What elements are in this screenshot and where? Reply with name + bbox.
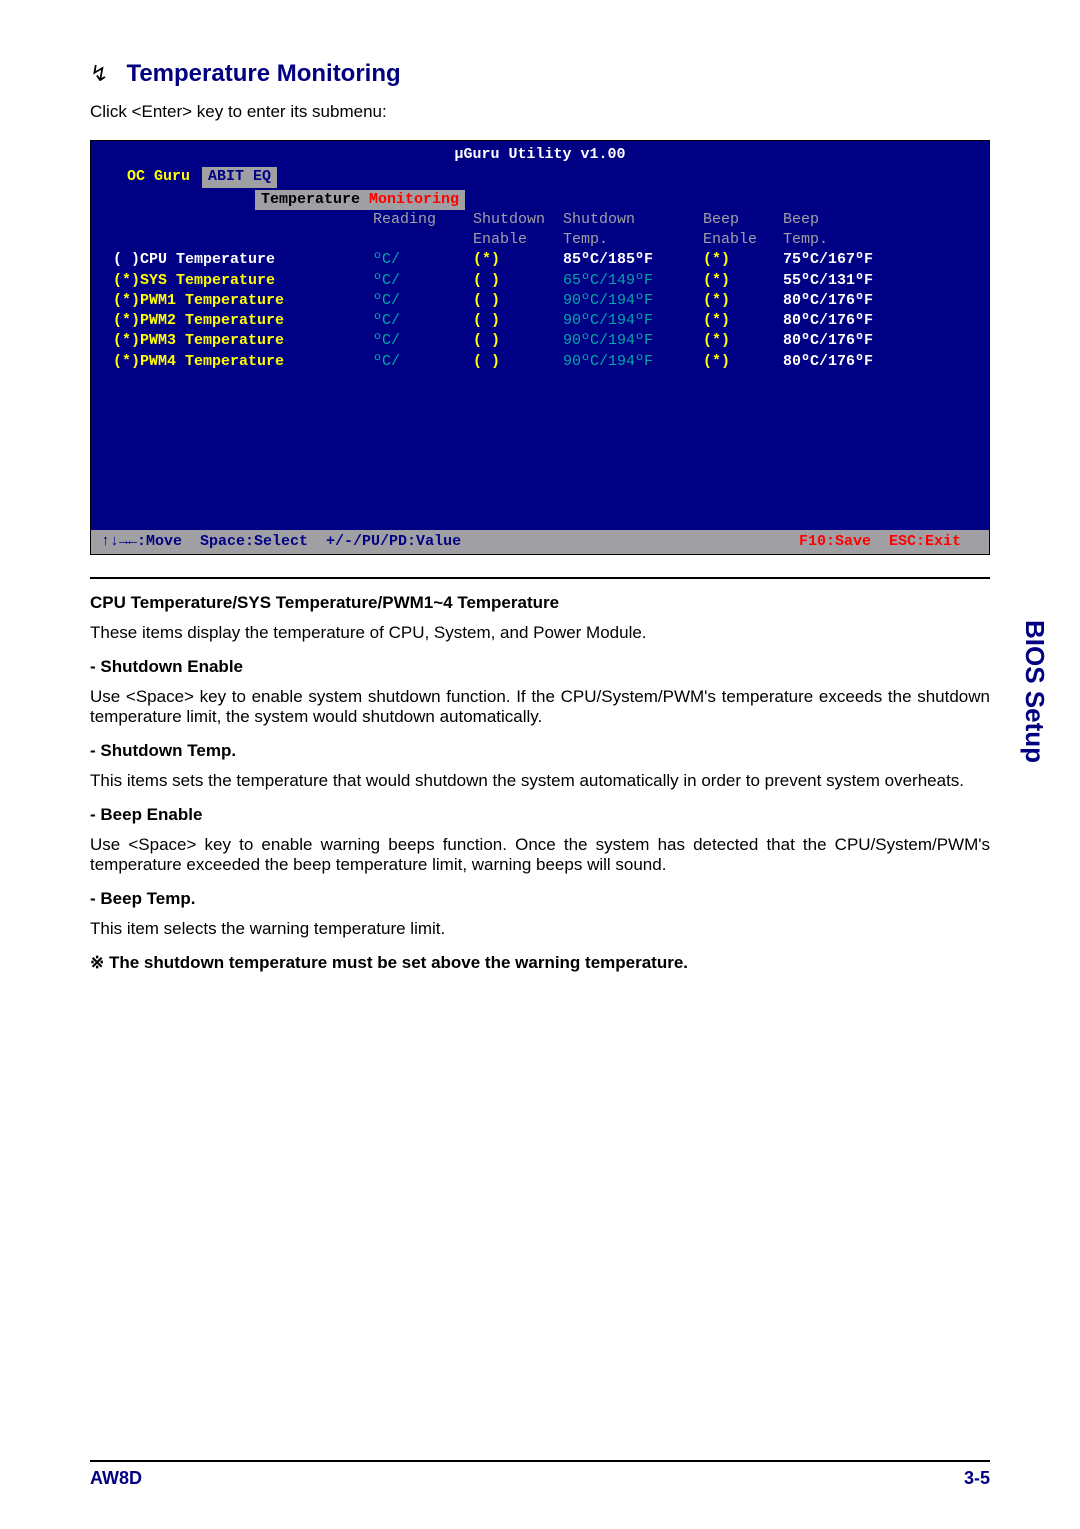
para-4: Use <Space> key to enable warning beeps …: [90, 835, 990, 875]
para-3: This items sets the temperature that wou…: [90, 771, 990, 791]
bios-footer: ↑↓→←:Move Space:Select +/-/PU/PD:Value F…: [91, 530, 989, 554]
bios-screenshot: µGuru Utility v1.00 OC Guru ABIT EQ Temp…: [90, 140, 990, 555]
bios-body: Reading Shutdown Shutdown Beep Beep Enab…: [91, 210, 989, 530]
subheading-shutdown-temp: - Shutdown Temp.: [90, 741, 990, 761]
col-beep-enable2: Enable: [703, 230, 783, 250]
bios-title: µGuru Utility v1.00: [91, 141, 989, 165]
subheading-temps: CPU Temperature/SYS Temperature/PWM1~4 T…: [90, 593, 990, 613]
beep-enable-toggle[interactable]: (*): [703, 352, 783, 372]
footer-page: 3-5: [964, 1468, 990, 1489]
hint-value: +/-/PU/PD:Value: [326, 532, 461, 552]
row-reading: ºC/: [373, 352, 473, 372]
shutdown-enable-toggle[interactable]: ( ): [473, 311, 563, 331]
bios-row[interactable]: (*)PWM1 TemperatureºC/( )90ºC/194ºF(*)80…: [91, 291, 989, 311]
arrow-icon: ↯: [90, 61, 108, 87]
row-label: (*)PWM2 Temperature: [113, 311, 373, 331]
bios-row[interactable]: (*)SYS TemperatureºC/( )65ºC/149ºF(*)55º…: [91, 271, 989, 291]
shutdown-temp-value[interactable]: 85ºC/185ºF: [563, 250, 703, 270]
hint-exit[interactable]: ESC:Exit: [889, 532, 961, 552]
bios-tab-row: OC Guru ABIT EQ: [91, 165, 989, 187]
beep-temp-value[interactable]: 55ºC/131ºF: [783, 271, 913, 291]
row-label: (*)PWM4 Temperature: [113, 352, 373, 372]
beep-temp-value[interactable]: 75ºC/167ºF: [783, 250, 913, 270]
section-heading: ↯ Temperature Monitoring: [90, 60, 990, 88]
tab-abit-eq[interactable]: ABIT EQ: [202, 167, 277, 187]
beep-enable-toggle[interactable]: (*): [703, 250, 783, 270]
row-reading: ºC/: [373, 311, 473, 331]
shutdown-temp-value[interactable]: 90ºC/194ºF: [563, 311, 703, 331]
shutdown-temp-value[interactable]: 90ºC/194ºF: [563, 352, 703, 372]
shutdown-temp-value[interactable]: 90ºC/194ºF: [563, 291, 703, 311]
row-reading: ºC/: [373, 331, 473, 351]
section-title: Temperature Monitoring: [126, 60, 400, 88]
col-shutdown-enable2: Enable: [473, 230, 563, 250]
beep-temp-value[interactable]: 80ºC/176ºF: [783, 291, 913, 311]
shutdown-enable-toggle[interactable]: ( ): [473, 271, 563, 291]
col-beep-temp: Beep: [783, 210, 913, 230]
col-shutdown-enable: Shutdown: [473, 210, 563, 230]
note-warning: ※ The shutdown temperature must be set a…: [90, 953, 990, 973]
intro-text: Click <Enter> key to enter its submenu:: [90, 102, 990, 122]
row-reading: ºC/: [373, 250, 473, 270]
para-2: Use <Space> key to enable system shutdow…: [90, 687, 990, 727]
row-label: (*)PWM1 Temperature: [113, 291, 373, 311]
shutdown-enable-toggle[interactable]: ( ): [473, 291, 563, 311]
col-beep-temp2: Temp.: [783, 230, 913, 250]
hint-select: Space:Select: [200, 532, 308, 552]
beep-enable-toggle[interactable]: (*): [703, 331, 783, 351]
bios-row[interactable]: (*)PWM3 TemperatureºC/( )90ºC/194ºF(*)80…: [91, 331, 989, 351]
row-reading: ºC/: [373, 271, 473, 291]
page-footer: AW8D 3-5: [90, 1460, 990, 1489]
beep-temp-value[interactable]: 80ºC/176ºF: [783, 311, 913, 331]
col-shutdown-temp2: Temp.: [563, 230, 703, 250]
bios-row[interactable]: ( )CPU TemperatureºC/(*)85ºC/185ºF(*)75º…: [91, 250, 989, 270]
beep-enable-toggle[interactable]: (*): [703, 291, 783, 311]
subheading-beep-temp: - Beep Temp.: [90, 889, 990, 909]
row-label: ( )CPU Temperature: [113, 250, 373, 270]
bios-subtab-row: Temperature Monitoring: [91, 188, 989, 210]
col-shutdown-temp: Shutdown: [563, 210, 703, 230]
shutdown-enable-toggle[interactable]: ( ): [473, 331, 563, 351]
bios-header-row1: Reading Shutdown Shutdown Beep Beep: [91, 210, 989, 230]
col-beep-enable: Beep: [703, 210, 783, 230]
hint-save[interactable]: F10:Save: [799, 532, 871, 552]
beep-enable-toggle[interactable]: (*): [703, 311, 783, 331]
subtab-temp-label: Temperature: [261, 191, 360, 208]
bios-header-row2: Enable Temp. Enable Temp.: [91, 230, 989, 250]
shutdown-enable-toggle[interactable]: ( ): [473, 352, 563, 372]
divider: [90, 577, 990, 579]
row-label: (*)PWM3 Temperature: [113, 331, 373, 351]
beep-temp-value[interactable]: 80ºC/176ºF: [783, 331, 913, 351]
bios-row[interactable]: (*)PWM4 TemperatureºC/( )90ºC/194ºF(*)80…: [91, 352, 989, 372]
subheading-beep-enable: - Beep Enable: [90, 805, 990, 825]
col-reading: Reading: [373, 210, 473, 230]
subtab-monitoring-label: Monitoring: [369, 191, 459, 208]
para-1: These items display the temperature of C…: [90, 623, 990, 643]
tab-oc-guru[interactable]: OC Guru: [127, 167, 190, 187]
row-reading: ºC/: [373, 291, 473, 311]
side-label-bios-setup: BIOS Setup: [1019, 620, 1050, 763]
bios-row[interactable]: (*)PWM2 TemperatureºC/( )90ºC/194ºF(*)80…: [91, 311, 989, 331]
footer-model: AW8D: [90, 1468, 142, 1489]
shutdown-enable-toggle[interactable]: (*): [473, 250, 563, 270]
subtab-temperature-monitoring[interactable]: Temperature Monitoring: [255, 190, 465, 210]
subheading-shutdown-enable: - Shutdown Enable: [90, 657, 990, 677]
row-label: (*)SYS Temperature: [113, 271, 373, 291]
shutdown-temp-value[interactable]: 90ºC/194ºF: [563, 331, 703, 351]
shutdown-temp-value[interactable]: 65ºC/149ºF: [563, 271, 703, 291]
hint-move: ↑↓→←:Move: [101, 532, 182, 552]
para-5: This item selects the warning temperatur…: [90, 919, 990, 939]
beep-enable-toggle[interactable]: (*): [703, 271, 783, 291]
beep-temp-value[interactable]: 80ºC/176ºF: [783, 352, 913, 372]
